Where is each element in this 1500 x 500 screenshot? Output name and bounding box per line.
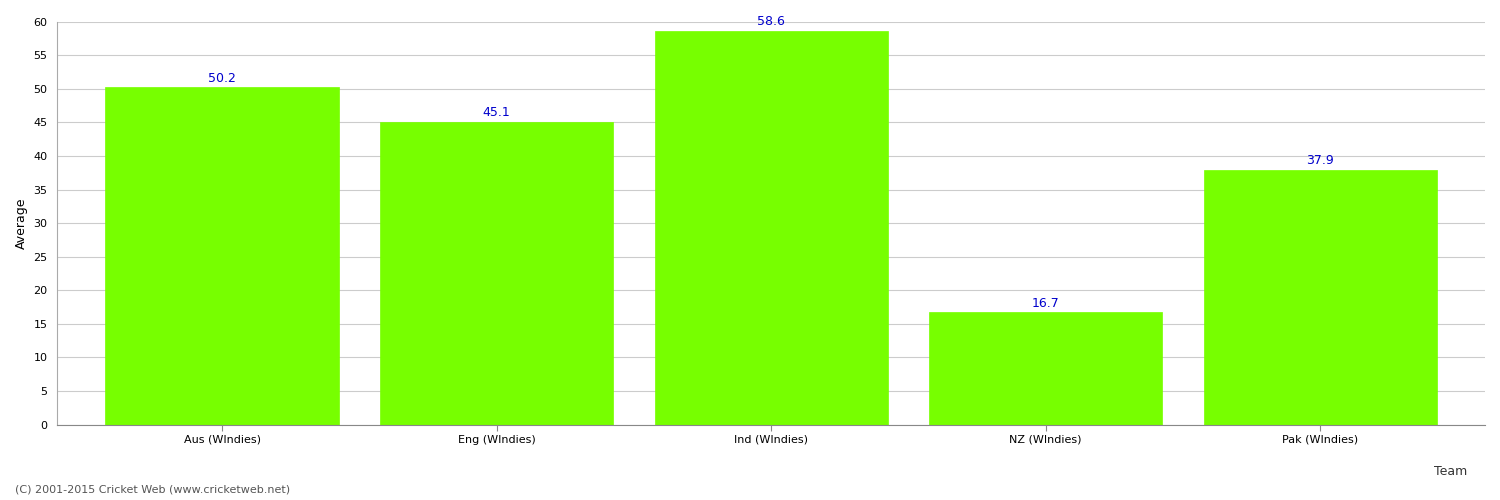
- Text: 58.6: 58.6: [758, 16, 784, 28]
- Text: (C) 2001-2015 Cricket Web (www.cricketweb.net): (C) 2001-2015 Cricket Web (www.cricketwe…: [15, 485, 290, 495]
- Bar: [928, 312, 1162, 424]
- Y-axis label: Average: Average: [15, 198, 28, 249]
- Text: 50.2: 50.2: [209, 72, 236, 85]
- Text: 45.1: 45.1: [483, 106, 510, 119]
- Text: 37.9: 37.9: [1306, 154, 1334, 168]
- Bar: [105, 88, 339, 424]
- Bar: [380, 122, 614, 424]
- Text: 16.7: 16.7: [1032, 296, 1059, 310]
- Bar: [654, 31, 888, 424]
- Text: Team: Team: [1434, 465, 1467, 478]
- Bar: [1203, 170, 1437, 424]
